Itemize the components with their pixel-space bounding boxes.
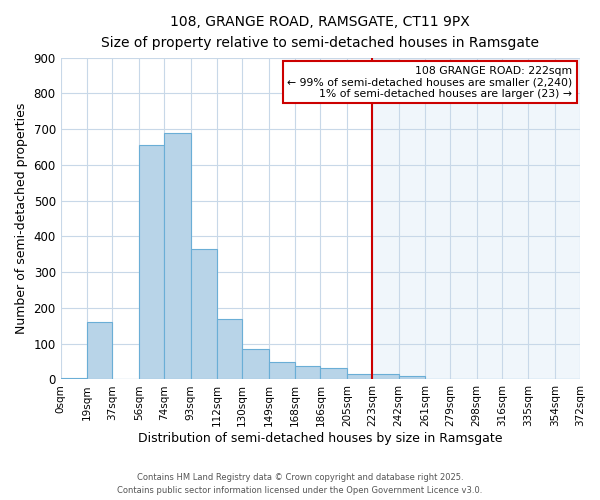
Bar: [164, 133, 191, 380]
Bar: [398, 376, 425, 380]
Bar: [242, 349, 269, 380]
X-axis label: Distribution of semi-detached houses by size in Ramsgate: Distribution of semi-detached houses by …: [138, 432, 503, 445]
Bar: [372, 58, 580, 380]
Bar: [425, 378, 450, 380]
Bar: [61, 378, 87, 380]
Bar: [269, 362, 295, 380]
Text: 108 GRANGE ROAD: 222sqm
← 99% of semi-detached houses are smaller (2,240)
1% of : 108 GRANGE ROAD: 222sqm ← 99% of semi-de…: [287, 66, 572, 99]
Y-axis label: Number of semi-detached properties: Number of semi-detached properties: [15, 103, 28, 334]
Bar: [217, 318, 242, 380]
Bar: [295, 366, 320, 380]
Bar: [139, 146, 164, 380]
Bar: [320, 368, 347, 380]
Title: 108, GRANGE ROAD, RAMSGATE, CT11 9PX
Size of property relative to semi-detached : 108, GRANGE ROAD, RAMSGATE, CT11 9PX Siz…: [101, 15, 539, 50]
Bar: [347, 374, 372, 380]
Text: Contains HM Land Registry data © Crown copyright and database right 2025.
Contai: Contains HM Land Registry data © Crown c…: [118, 474, 482, 495]
Bar: [191, 249, 217, 380]
Bar: [372, 374, 398, 380]
Bar: [87, 322, 112, 380]
